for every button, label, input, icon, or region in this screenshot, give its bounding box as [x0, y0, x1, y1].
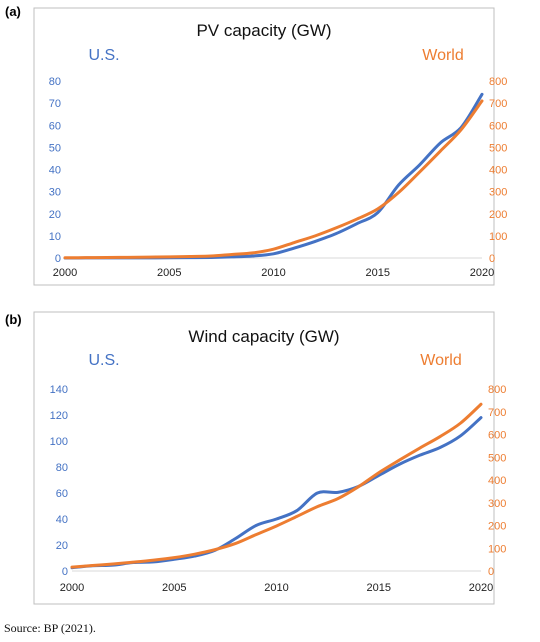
x-tick-label: 2000	[60, 582, 84, 594]
y-right-tick-label: 100	[488, 543, 506, 555]
y-left-tick-label: 80	[49, 76, 61, 88]
y-right-tick-label: 600	[489, 120, 507, 132]
x-tick-label: 2000	[53, 267, 77, 279]
y-left-tick-label: 70	[49, 98, 61, 110]
y-right-tick-label: 0	[488, 566, 494, 578]
y-left-tick-label: 0	[55, 253, 61, 265]
x-tick-label: 2010	[261, 267, 285, 279]
y-left-tick-label: 140	[50, 384, 68, 396]
y-left-tick-label: 50	[49, 142, 61, 154]
y-right-tick-label: 300	[489, 187, 507, 199]
series-line-world	[63, 99, 484, 260]
y-right-tick-label: 700	[488, 407, 506, 419]
y-right-tick-label: 800	[489, 76, 507, 88]
y-right-tick-label: 200	[488, 521, 506, 533]
legend-us: U.S.	[88, 47, 119, 64]
y-left-tick-label: 40	[56, 514, 68, 526]
panel-label-a: (a)	[5, 4, 21, 19]
legend-us: U.S.	[88, 352, 119, 369]
chart-title: PV capacity (GW)	[196, 21, 331, 40]
y-left-tick-label: 20	[49, 209, 61, 221]
x-tick-label: 2015	[366, 267, 390, 279]
y-left-tick-label: 80	[56, 462, 68, 474]
y-left-tick-label: 40	[49, 165, 61, 177]
chart-frame	[33, 7, 495, 286]
y-right-tick-label: 700	[489, 98, 507, 110]
x-tick-label: 2010	[264, 582, 288, 594]
y-left-tick-label: 120	[50, 410, 68, 422]
legend-world: World	[420, 352, 462, 369]
x-tick-label: 2005	[162, 582, 186, 594]
wind-capacity-chart: Wind capacity (GW) U.S. World 0 20 40 60 80 100 1…	[33, 311, 506, 605]
y-right-tick-label: 800	[488, 384, 506, 396]
y-right-tick-label: 300	[488, 498, 506, 510]
chart-title: Wind capacity (GW)	[188, 327, 339, 346]
chart-frame	[33, 311, 495, 605]
y-right-tick-label: 500	[489, 142, 507, 154]
y-right-tick-label: 400	[489, 165, 507, 177]
legend-world: World	[422, 47, 464, 64]
y-left-tick-label: 20	[56, 540, 68, 552]
y-left-tick-label: 60	[49, 120, 61, 132]
pv-capacity-chart: PV capacity (GW) U.S. World 0 10 20 30 40 50 60 70…	[33, 7, 507, 286]
source-note: Source: BP (2021).	[4, 621, 96, 635]
y-left-tick-label: 10	[49, 231, 61, 243]
y-right-tick-label: 400	[488, 475, 506, 487]
x-tick-label: 2020	[470, 267, 494, 279]
y-right-tick-label: 0	[489, 253, 495, 265]
y-left-tick-label: 0	[62, 566, 68, 578]
y-right-tick-label: 500	[488, 452, 506, 464]
y-left-tick-label: 100	[50, 436, 68, 448]
panel-label-b: (b)	[5, 312, 22, 327]
y-left-tick-label: 60	[56, 488, 68, 500]
series-line-world	[70, 402, 483, 569]
y-right-tick-label: 600	[488, 430, 506, 442]
y-left-tick-label: 30	[49, 187, 61, 199]
y-right-tick-label: 100	[489, 231, 507, 243]
x-tick-label: 2005	[157, 267, 181, 279]
y-right-tick-label: 200	[489, 209, 507, 221]
x-tick-label: 2020	[469, 582, 493, 594]
x-tick-label: 2015	[367, 582, 391, 594]
